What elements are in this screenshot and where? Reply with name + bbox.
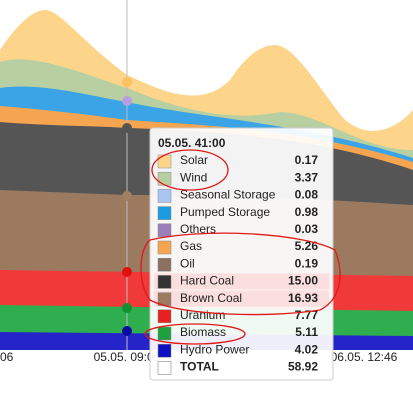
series-value: 16.93	[288, 291, 318, 305]
series-name: Oil	[180, 256, 195, 270]
x-tick-label: 06.05. 12:46	[331, 350, 398, 364]
series-name: Brown Coal	[180, 291, 242, 305]
x-tick-label: 06	[0, 350, 14, 364]
legend-swatch	[157, 361, 172, 375]
crosshair-dots	[122, 77, 132, 336]
annotation-circle	[144, 323, 246, 345]
series-name: Solar	[180, 153, 208, 167]
row-highlight	[154, 273, 329, 290]
total-name: TOTAL	[180, 360, 219, 374]
series-name: Seasonal Storage	[180, 188, 276, 202]
annotation-circle	[151, 149, 229, 191]
total-value: 58.92	[288, 360, 318, 374]
dot	[122, 96, 132, 106]
tooltip-rows: Solar 0.17 Wind 3.37 Seasonal Storage 0.08 Pum…	[154, 153, 329, 375]
legend-swatch	[157, 206, 172, 220]
tooltip-title: 05.05. 41:00	[158, 136, 226, 150]
legend-swatch	[157, 154, 172, 169]
series-value: 0.17	[295, 153, 319, 167]
series-name: Wind	[180, 170, 207, 184]
series-value: 4.02	[295, 342, 319, 356]
series-name: Hard Coal	[180, 274, 234, 288]
x-axis: 06 05.05. 09:00 06.05. 12:46	[0, 350, 398, 364]
annotation-circle	[140, 232, 341, 316]
series-name: Hydro Power	[180, 342, 249, 356]
legend-swatch	[157, 240, 172, 255]
row-highlight	[154, 290, 329, 307]
series-value: 0.19	[295, 256, 319, 270]
legend-swatch	[157, 189, 172, 203]
legend-swatch	[157, 343, 172, 358]
annotations	[140, 149, 341, 345]
legend-swatch	[157, 171, 172, 186]
legend-swatch	[157, 326, 172, 341]
legend-swatch	[157, 275, 172, 289]
dot	[122, 191, 132, 201]
series-value: 3.37	[295, 170, 319, 184]
series-value: 5.11	[295, 325, 318, 339]
series-name: Gas	[180, 239, 202, 253]
series-value: 7.77	[295, 308, 319, 322]
series-name: Biomass	[180, 325, 226, 339]
dot	[122, 326, 132, 336]
tooltip	[149, 127, 334, 381]
series-value: 0.98	[295, 205, 319, 219]
series-name: Pumped Storage	[180, 205, 270, 219]
dot	[122, 303, 132, 313]
dot	[122, 267, 132, 277]
legend-swatch	[157, 257, 172, 272]
legend-swatch	[157, 223, 172, 238]
series-value: 0.08	[295, 188, 319, 202]
dot	[122, 77, 132, 87]
x-tick-label: 05.05. 09:00	[94, 350, 161, 364]
series-value: 5.26	[295, 239, 319, 253]
legend-swatch	[157, 309, 172, 324]
dot	[122, 123, 132, 133]
series-value: 15.00	[288, 274, 318, 288]
series-name: Others	[180, 222, 216, 236]
series-value: 0.03	[295, 222, 319, 236]
